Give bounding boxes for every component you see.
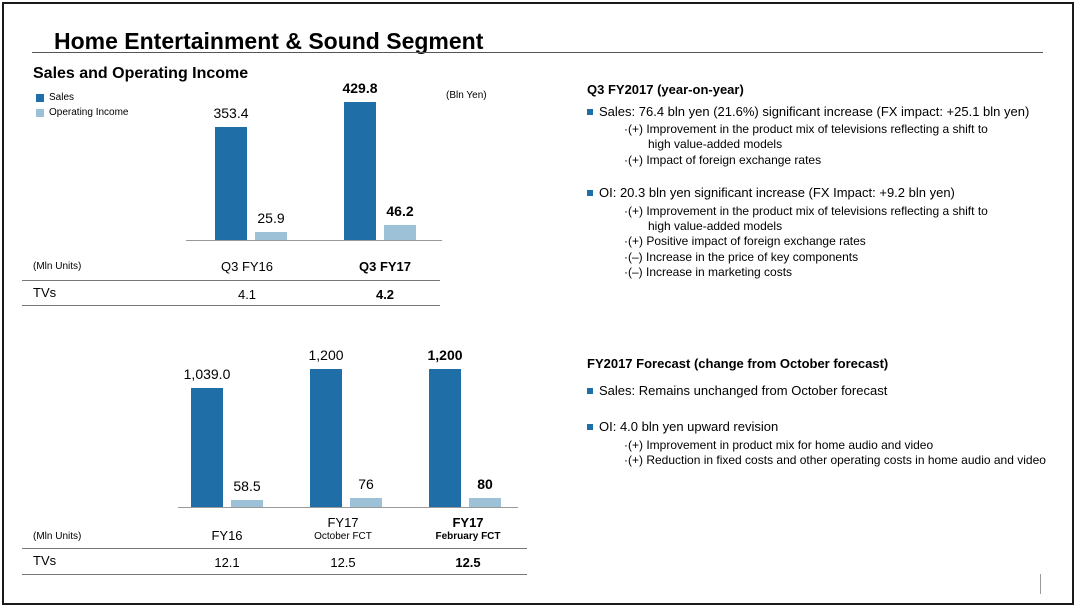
q3-oi-sub-1: ·(+) Improvement in the product mix of t… — [624, 204, 988, 218]
chart1-bar-oi-q3fy16 — [255, 231, 287, 240]
chart2-units-label: (Mln Units) — [33, 531, 82, 542]
chart1-cat-q3fy16: Q3 FY16 — [220, 259, 274, 274]
q3-oi-sub-3: ·(+) Positive impact of foreign exchange… — [624, 234, 866, 248]
chart2-bar-sales-fy17-feb — [429, 369, 461, 507]
chart1-tvs-q3fy16: 4.1 — [237, 287, 257, 302]
chart1-unit-label: (Bln Yen) — [446, 90, 487, 101]
bullet-icon — [587, 388, 593, 394]
chart2-bar-sales-fy16 — [191, 387, 223, 507]
chart2-tvs-fy17-feb: 12.5 — [455, 555, 481, 570]
chart2-cat-sub-feb: February FCT — [435, 531, 501, 542]
forecast-oi-sub-2: ·(+) Reduction in fixed costs and other … — [624, 453, 1046, 467]
q3-sales-sub-1: ·(+) Improvement in the product mix of t… — [624, 122, 988, 136]
chart2-bar-oi-fy16 — [231, 500, 263, 507]
chart1-label-sales-q3fy17: 429.8 — [342, 80, 378, 96]
bullet-icon — [587, 424, 593, 430]
chart1-baseline — [186, 240, 442, 241]
bullet-icon — [587, 190, 593, 196]
forecast-sales-text: Sales: Remains unchanged from October fo… — [599, 383, 888, 398]
q3-oi-sub-4: ·(–) Increase in the price of key compon… — [624, 250, 859, 264]
chart1-units-label: (Mln Units) — [33, 261, 82, 272]
forecast-oi-sub-1: ·(+) Improvement in product mix for home… — [624, 438, 934, 452]
forecast-oi-bullet: OI: 4.0 bln yen upward revision — [587, 419, 778, 434]
chart2-cat-sub-oct: October FCT — [314, 531, 372, 542]
chart2-table-rule-bottom — [22, 574, 527, 575]
chart1-bar-sales-q3fy16 — [215, 126, 247, 240]
chart2-tvs-fy16: 12.1 — [214, 555, 240, 570]
q3-oi-text: OI: 20.3 bln yen significant increase (F… — [599, 185, 955, 200]
forecast-heading: FY2017 Forecast (change from October for… — [587, 356, 889, 371]
chart2-bar-oi-fy17-oct — [350, 498, 382, 507]
chart2-bar-oi-fy17-feb — [469, 497, 501, 507]
q3-sales-sub-3: ·(+) Impact of foreign exchange rates — [624, 153, 822, 167]
q3-oi-sub-2: high value-added models — [648, 219, 783, 233]
page-title: Home Entertainment & Sound Segment — [54, 28, 484, 54]
chart2-cat-fy17-oct: FY17 — [327, 515, 359, 530]
chart1-row-label-tvs: TVs — [33, 285, 57, 300]
q3-sales-bullet: Sales: 76.4 bln yen (21.6%) significant … — [587, 104, 1029, 119]
chart2-cat-fy17-feb: FY17 — [452, 515, 484, 530]
chart2-tvs-fy17-oct: 12.5 — [330, 555, 356, 570]
forecast-sales-bullet: Sales: Remains unchanged from October fo… — [587, 383, 887, 398]
q3-oi-bullet: OI: 20.3 bln yen significant increase (F… — [587, 185, 955, 200]
q3-sales-sub-2: high value-added models — [648, 137, 783, 151]
chart2-label-sales-fy16: 1,039.0 — [183, 365, 231, 382]
chart1-label-oi-q3fy17: 46.2 — [386, 203, 414, 220]
chart2-table-rule-top — [22, 548, 527, 549]
chart1-table-rule-top — [22, 280, 440, 281]
chart1-bar-sales-q3fy17 — [344, 102, 376, 240]
chart2-bar-sales-fy17-oct — [310, 369, 342, 507]
legend-oi-swatch — [36, 108, 44, 117]
section-title: Sales and Operating Income — [33, 65, 249, 82]
legend-sales-label: Sales — [49, 92, 75, 103]
chart1-tvs-q3fy17: 4.2 — [375, 287, 395, 302]
chart2-label-sales-fy17-feb: 1,200 — [427, 347, 463, 363]
legend-sales: Sales — [36, 92, 74, 103]
chart1-cat-q3fy17: Q3 FY17 — [358, 259, 412, 274]
forecast-oi-text: OI: 4.0 bln yen upward revision — [599, 419, 779, 434]
legend-oi: Operating Income — [36, 107, 129, 118]
title-divider — [32, 52, 1043, 53]
chart1-label-oi-q3fy16: 25.9 — [257, 209, 285, 226]
chart2-cat-fy16: FY16 — [211, 528, 243, 543]
chart1-bar-oi-q3fy17 — [384, 225, 416, 240]
legend-sales-swatch — [36, 93, 44, 102]
chart1-label-sales-q3fy16: 353.4 — [213, 104, 249, 121]
q3-sales-text: Sales: 76.4 bln yen (21.6%) significant … — [599, 104, 1030, 119]
bullet-icon — [587, 109, 593, 115]
chart2-row-label-tvs: TVs — [33, 553, 57, 568]
slide-frame — [2, 2, 1074, 605]
chart2-label-sales-fy17-oct: 1,200 — [308, 347, 344, 363]
q3-oi-sub-5: ·(–) Increase in marketing costs — [624, 265, 793, 279]
chart2-label-oi-fy17-feb: 80 — [477, 475, 493, 492]
chart1-table-rule-bottom — [22, 305, 440, 306]
chart2-label-oi-fy16: 58.5 — [233, 478, 261, 495]
q3-heading: Q3 FY2017 (year-on-year) — [587, 82, 744, 97]
chart2-baseline — [178, 507, 518, 508]
legend-oi-label: Operating Income — [49, 107, 129, 118]
corner-mark — [1040, 574, 1041, 594]
chart2-label-oi-fy17-oct: 76 — [358, 476, 374, 493]
